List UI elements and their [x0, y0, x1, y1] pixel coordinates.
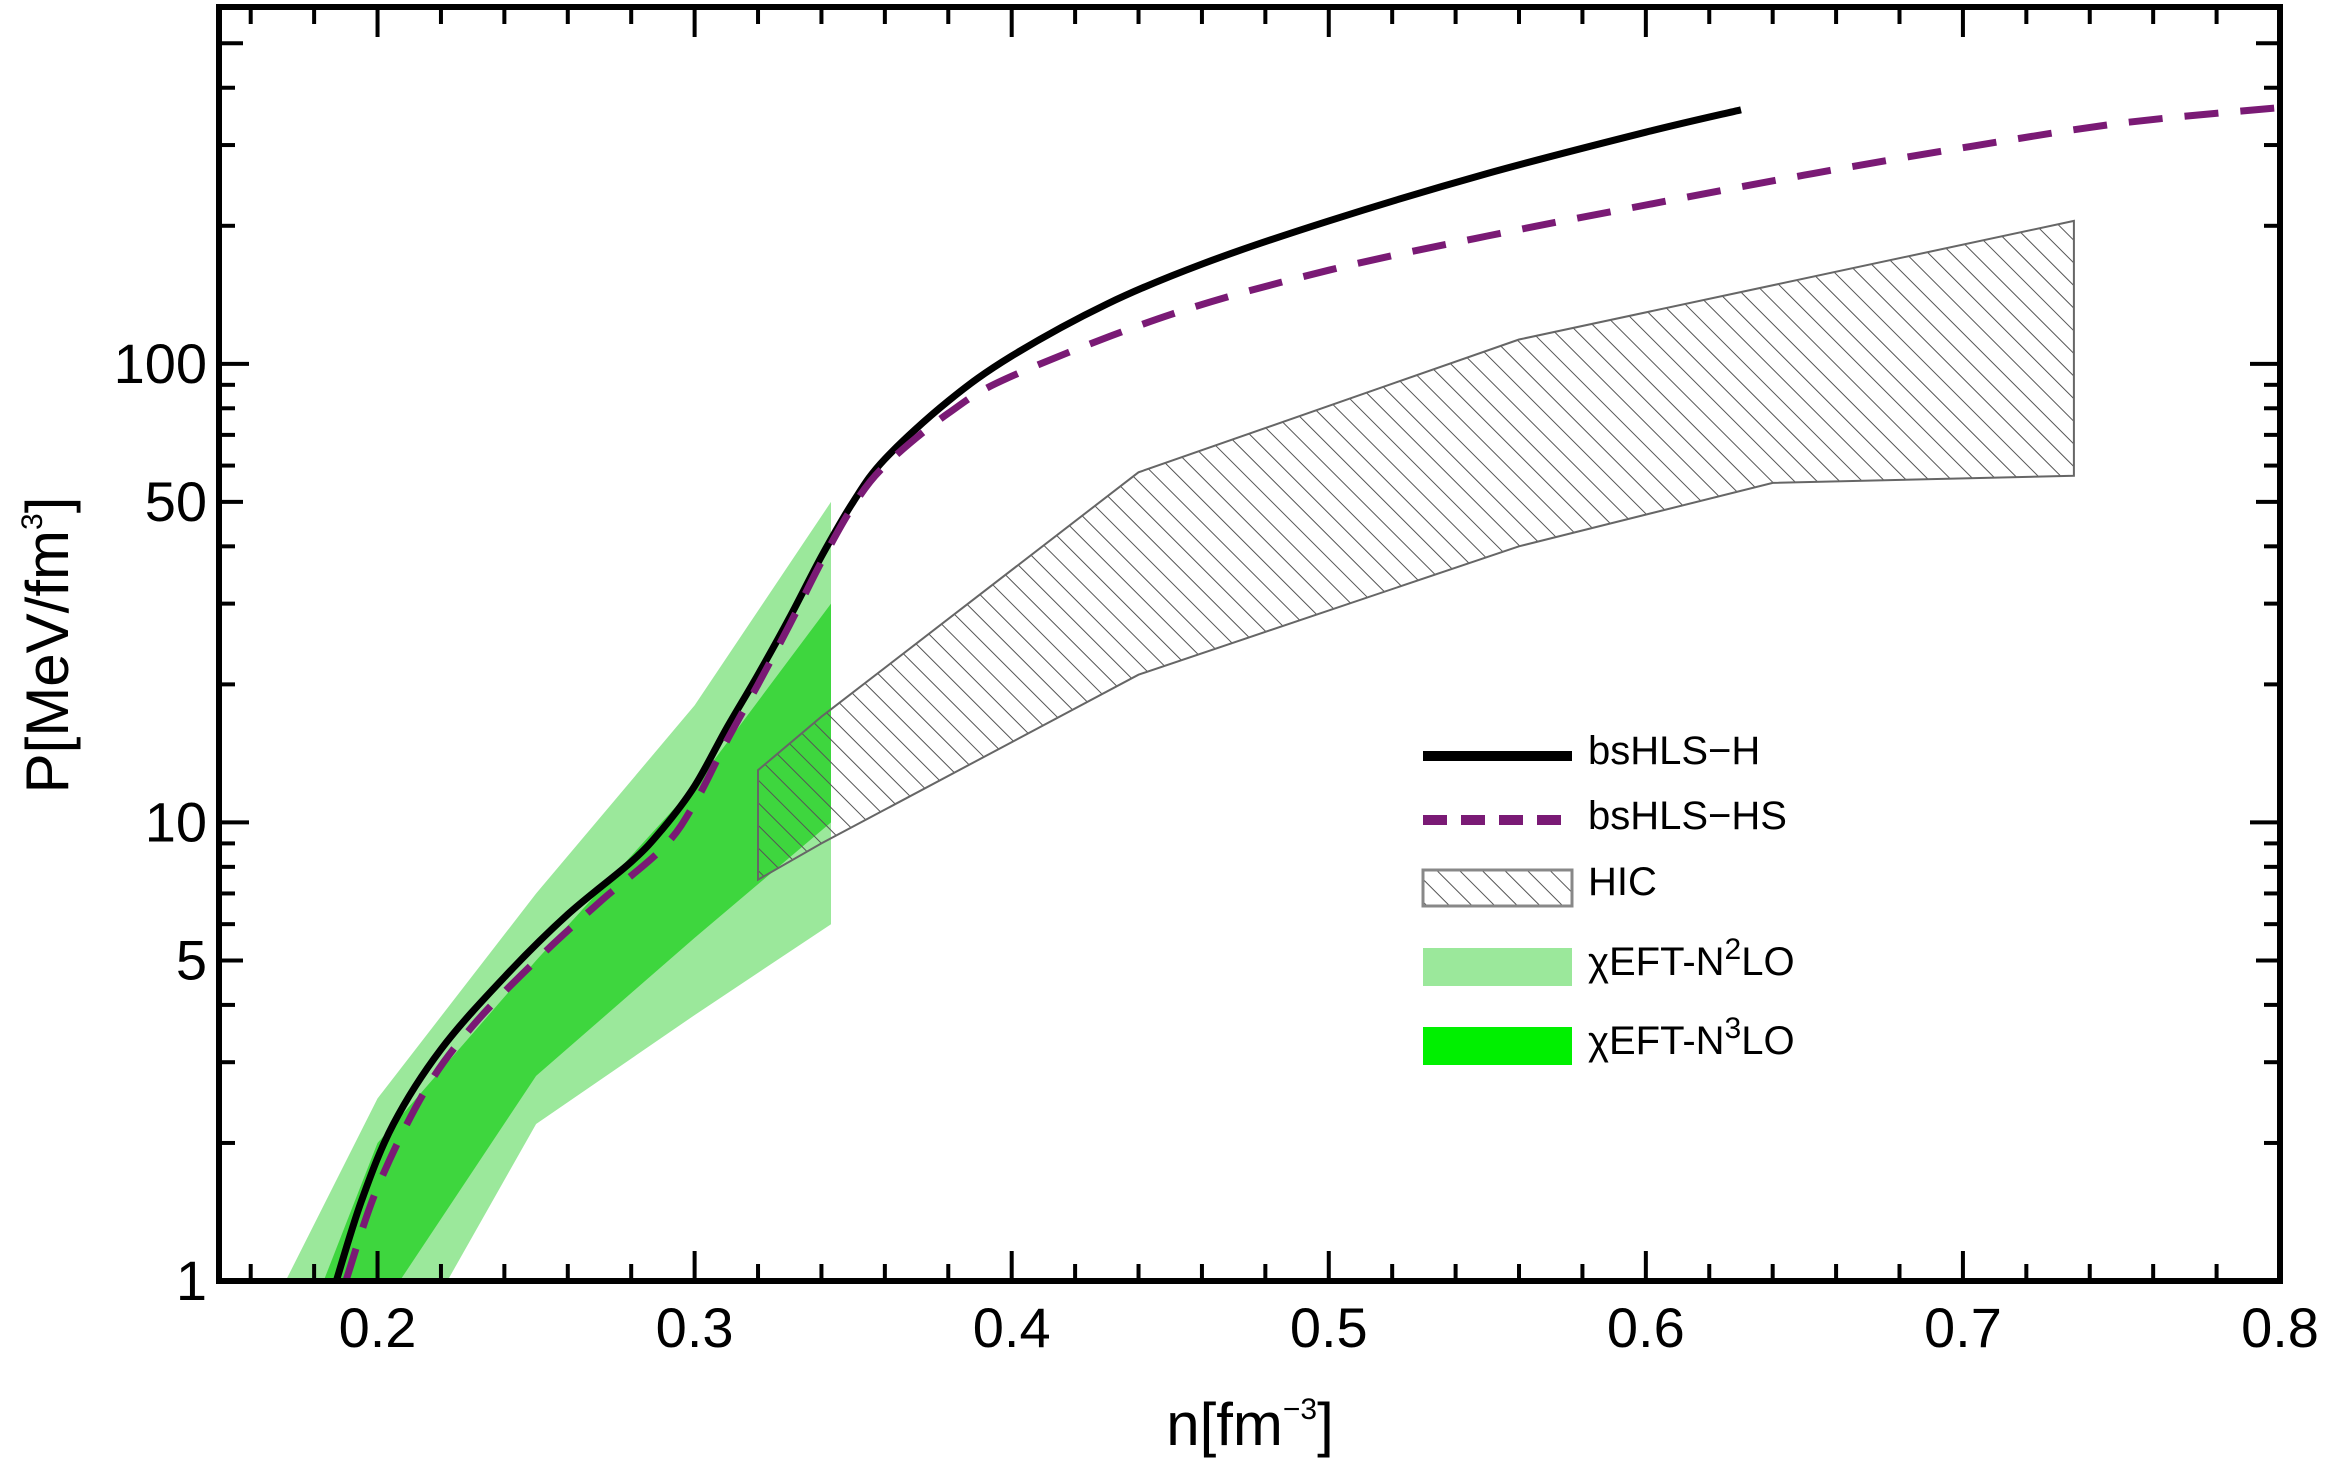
band-1: [323, 603, 831, 1281]
x-tick-label: 0.3: [656, 1296, 734, 1359]
legend-label-n3lo-tail: LO: [1741, 1019, 1794, 1063]
legend-swatch-n2lo: [1423, 948, 1572, 986]
legend-label-n2lo-sup: 2: [1725, 933, 1742, 966]
legend-label-n3lo: χEFT-N3LO: [1588, 1012, 1795, 1063]
plot-frame: [216, 4, 2283, 1284]
band-0: [285, 501, 832, 1281]
legend-label-bshls-h: bsHLS−H: [1588, 729, 1760, 773]
legend-swatch-hic: [1421, 868, 1574, 908]
y-tick-label: 10: [145, 790, 207, 853]
legend-label-n2lo-main: χEFT-N: [1588, 940, 1725, 984]
legend: bsHLS−H bsHLS−HS HIC χEFT-N2LO χEFT-N3LO: [1421, 729, 1795, 1065]
x-tick-label: 0.5: [1290, 1296, 1368, 1359]
plot-area: [285, 104, 2280, 1281]
legend-label-bshls-hs: bsHLS−HS: [1588, 794, 1787, 838]
x-tick-label: 0.8: [2241, 1296, 2319, 1359]
x-axis-title-sup: −3: [1283, 1393, 1317, 1426]
legend-label-hic: HIC: [1588, 860, 1657, 904]
x-tick-label: 0.7: [1924, 1296, 2002, 1359]
axis-ticks: [219, 5, 2282, 1283]
series-line-1: [342, 104, 2280, 1281]
x-tick-label: 0.2: [339, 1296, 417, 1359]
legend-swatch-n3lo: [1423, 1027, 1572, 1065]
x-axis-title-close: ]: [1317, 1391, 1334, 1458]
x-axis-title-text: n[fm: [1166, 1391, 1283, 1458]
y-axis-title: P[MeV/fm3]: [14, 497, 81, 794]
legend-label-n3lo-main: χEFT-N: [1588, 1019, 1725, 1063]
x-tick-label: 0.6: [1607, 1296, 1685, 1359]
y-axis-title-sup: 3: [16, 513, 49, 530]
y-axis-title-text: P[MeV/fm: [14, 530, 81, 793]
y-axis-title-close: ]: [14, 497, 81, 514]
x-tick-label: 0.4: [973, 1296, 1051, 1359]
y-tick-label: 5: [176, 928, 207, 991]
tick-labels: 0.2 0.3 0.4 0.5 0.6 0.7 0.8 1 5 10 50 100: [114, 332, 2319, 1359]
y-tick-label: 50: [145, 470, 207, 533]
legend-label-n2lo: χEFT-N2LO: [1588, 933, 1795, 984]
legend-label-n2lo-tail: LO: [1741, 940, 1794, 984]
y-tick-label: 100: [114, 332, 207, 395]
x-axis-title: n[fm−3]: [1166, 1391, 1334, 1458]
legend-label-n3lo-sup: 3: [1725, 1012, 1742, 1045]
y-tick-label: 1: [176, 1249, 207, 1312]
band-2: [757, 219, 2075, 882]
